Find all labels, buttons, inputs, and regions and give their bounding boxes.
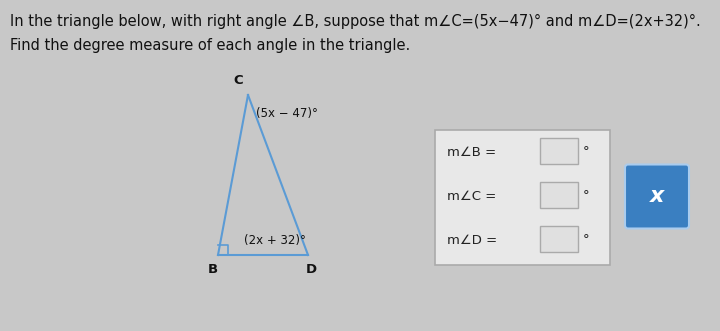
Text: In the triangle below, with right angle ∠B, suppose that m∠C=(5x−47)° and m∠D=(2: In the triangle below, with right angle … bbox=[10, 14, 701, 29]
FancyBboxPatch shape bbox=[625, 165, 689, 228]
Text: m∠C =: m∠C = bbox=[447, 190, 496, 203]
Text: °: ° bbox=[583, 233, 590, 247]
Text: x: x bbox=[650, 186, 664, 207]
FancyBboxPatch shape bbox=[435, 130, 610, 265]
Text: °: ° bbox=[583, 190, 590, 203]
Text: Find the degree measure of each angle in the triangle.: Find the degree measure of each angle in… bbox=[10, 38, 410, 53]
FancyBboxPatch shape bbox=[540, 138, 578, 164]
Text: (2x + 32)°: (2x + 32)° bbox=[244, 234, 306, 247]
Text: °: ° bbox=[583, 146, 590, 159]
Text: C: C bbox=[233, 74, 243, 87]
FancyBboxPatch shape bbox=[540, 182, 578, 208]
FancyBboxPatch shape bbox=[540, 226, 578, 252]
Text: m∠B =: m∠B = bbox=[447, 146, 496, 159]
Text: B: B bbox=[208, 263, 218, 276]
Text: D: D bbox=[305, 263, 317, 276]
Text: m∠D =: m∠D = bbox=[447, 233, 497, 247]
Text: (5x − 47)°: (5x − 47)° bbox=[256, 107, 318, 120]
